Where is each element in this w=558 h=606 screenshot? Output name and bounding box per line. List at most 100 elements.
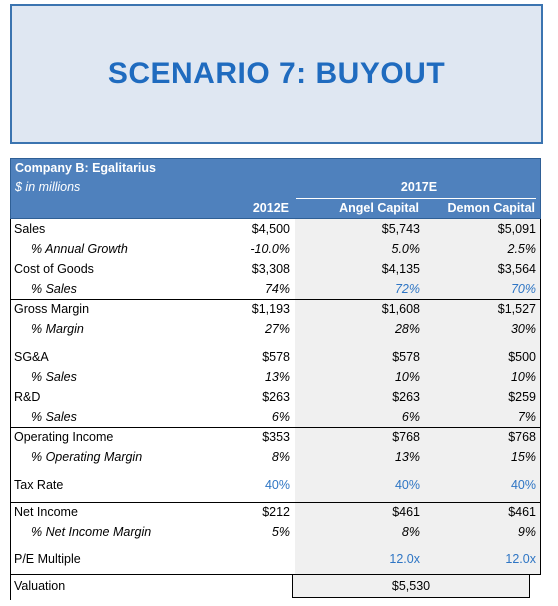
cell-demon-input[interactable]: 70%	[510, 282, 536, 296]
cell-angel: $1,608	[381, 302, 420, 316]
company-name: Company B: Egalitarius	[15, 161, 156, 175]
row-annual-growth: % Annual Growth -10.0% 5.0% 2.5%	[10, 239, 541, 259]
row-net-income: Net Income $212 $461 $461	[10, 502, 541, 522]
left-border	[10, 219, 11, 600]
units-label: $ in millions	[15, 180, 81, 194]
cell-angel-input[interactable]: 12.0x	[389, 552, 420, 566]
cell-base: $1,193	[251, 302, 290, 316]
scenario-title: SCENARIO 7: BUYOUT	[107, 57, 446, 90]
row-label: % Sales	[31, 282, 77, 296]
valuation-value-box: $5,530	[292, 574, 530, 598]
cell-demon: $259	[508, 390, 536, 404]
cell-base: 8%	[271, 450, 290, 464]
valuation-divider	[10, 574, 541, 575]
cell-base: -10.0%	[250, 242, 290, 256]
cell-demon: $461	[508, 505, 536, 519]
row-label: SG&A	[14, 350, 49, 364]
row-label: % Annual Growth	[31, 242, 128, 256]
cell-angel: $461	[392, 505, 420, 519]
row-valuation: Valuation $5,530	[10, 574, 541, 598]
cell-demon: $500	[508, 350, 536, 364]
cell-demon: $5,091	[497, 222, 536, 236]
cell-demon: 9%	[517, 525, 536, 539]
cell-demon: 15%	[510, 450, 536, 464]
financial-table: Company B: Egalitarius $ in millions 201…	[10, 158, 541, 600]
row-label: R&D	[14, 390, 41, 404]
row-label: % Operating Margin	[31, 450, 143, 464]
row-tax-rate: Tax Rate 40% 40% 40%	[10, 475, 541, 495]
section-divider	[10, 427, 541, 428]
cell-angel: 10%	[394, 370, 420, 384]
cell-base: $3,308	[251, 262, 290, 276]
row-label: Tax Rate	[14, 478, 64, 492]
section-divider	[10, 299, 541, 300]
cell-demon: 30%	[510, 322, 536, 336]
row-label: Operating Income	[14, 430, 114, 444]
valuation-label: Valuation	[14, 579, 66, 593]
row-label: Net Income	[14, 505, 78, 519]
cell-angel-input[interactable]: 72%	[394, 282, 420, 296]
projection-year: 2017E	[400, 180, 438, 194]
row-label: % Sales	[31, 370, 77, 384]
row-gross-margin-pct: % Margin 27% 28% 30%	[10, 319, 541, 339]
cell-demon-input[interactable]: 12.0x	[505, 552, 536, 566]
cell-base: 74%	[264, 282, 290, 296]
row-net-income-margin: % Net Income Margin 5% 8% 9%	[10, 522, 541, 542]
row-label: Sales	[14, 222, 46, 236]
cell-angel: 6%	[401, 410, 420, 424]
cell-angel: $578	[392, 350, 420, 364]
row-label: % Net Income Margin	[31, 525, 152, 539]
cell-angel: 5.0%	[391, 242, 421, 256]
cell-base: 5%	[271, 525, 290, 539]
row-cogs-pct-sales: % Sales 74% 72% 70%	[10, 279, 541, 299]
cell-demon: $768	[508, 430, 536, 444]
col-header-demon: Demon Capital	[447, 201, 535, 215]
row-sga: SG&A $578 $578 $500	[10, 347, 541, 367]
col-header-angel: Angel Capital	[339, 201, 419, 215]
row-operating-income: Operating Income $353 $768 $768	[10, 427, 541, 447]
cell-angel: $4,135	[381, 262, 420, 276]
cell-demon: $1,527	[497, 302, 536, 316]
cell-base: $4,500	[251, 222, 290, 236]
col-header-base: 2012E	[252, 201, 289, 215]
cell-angel: $5,743	[381, 222, 420, 236]
cell-base: 13%	[264, 370, 290, 384]
cell-base: 6%	[271, 410, 290, 424]
scenario-banner: SCENARIO 7: BUYOUT	[10, 4, 543, 144]
cell-base: $578	[262, 350, 290, 364]
cell-base-input[interactable]: 40%	[264, 478, 290, 492]
row-cost-of-goods: Cost of Goods $3,308 $4,135 $3,564	[10, 259, 541, 279]
cell-base: $263	[262, 390, 290, 404]
row-operating-margin: % Operating Margin 8% 13% 15%	[10, 447, 541, 467]
cell-angel: $768	[392, 430, 420, 444]
cell-demon-input[interactable]: 40%	[510, 478, 536, 492]
cell-base: $353	[262, 430, 290, 444]
cell-base: $212	[262, 505, 290, 519]
projection-shading	[295, 219, 541, 574]
cell-angel: 8%	[401, 525, 420, 539]
cell-demon: 2.5%	[507, 242, 537, 256]
cell-base: 27%	[264, 322, 290, 336]
projection-underline	[296, 198, 536, 199]
valuation-value: $5,530	[391, 579, 431, 593]
row-label: Gross Margin	[14, 302, 90, 316]
row-rd: R&D $263 $263 $259	[10, 387, 541, 407]
row-pe-multiple: P/E Multiple 12.0x 12.0x	[10, 549, 541, 569]
section-divider	[10, 502, 541, 503]
cell-demon: $3,564	[497, 262, 536, 276]
cell-angel: $263	[392, 390, 420, 404]
cell-demon: 7%	[517, 410, 536, 424]
cell-demon: 10%	[510, 370, 536, 384]
cell-angel: 28%	[394, 322, 420, 336]
row-label: P/E Multiple	[14, 552, 81, 566]
row-label: % Sales	[31, 410, 77, 424]
row-label: % Margin	[31, 322, 84, 336]
cell-angel-input[interactable]: 40%	[394, 478, 420, 492]
table-header: Company B: Egalitarius $ in millions 201…	[10, 158, 541, 219]
cell-angel: 13%	[394, 450, 420, 464]
row-rd-pct-sales: % Sales 6% 6% 7%	[10, 407, 541, 427]
row-sales: Sales $4,500 $5,743 $5,091	[10, 219, 541, 239]
row-label: Cost of Goods	[14, 262, 94, 276]
row-gross-margin: Gross Margin $1,193 $1,608 $1,527	[10, 299, 541, 319]
right-border	[540, 219, 541, 574]
